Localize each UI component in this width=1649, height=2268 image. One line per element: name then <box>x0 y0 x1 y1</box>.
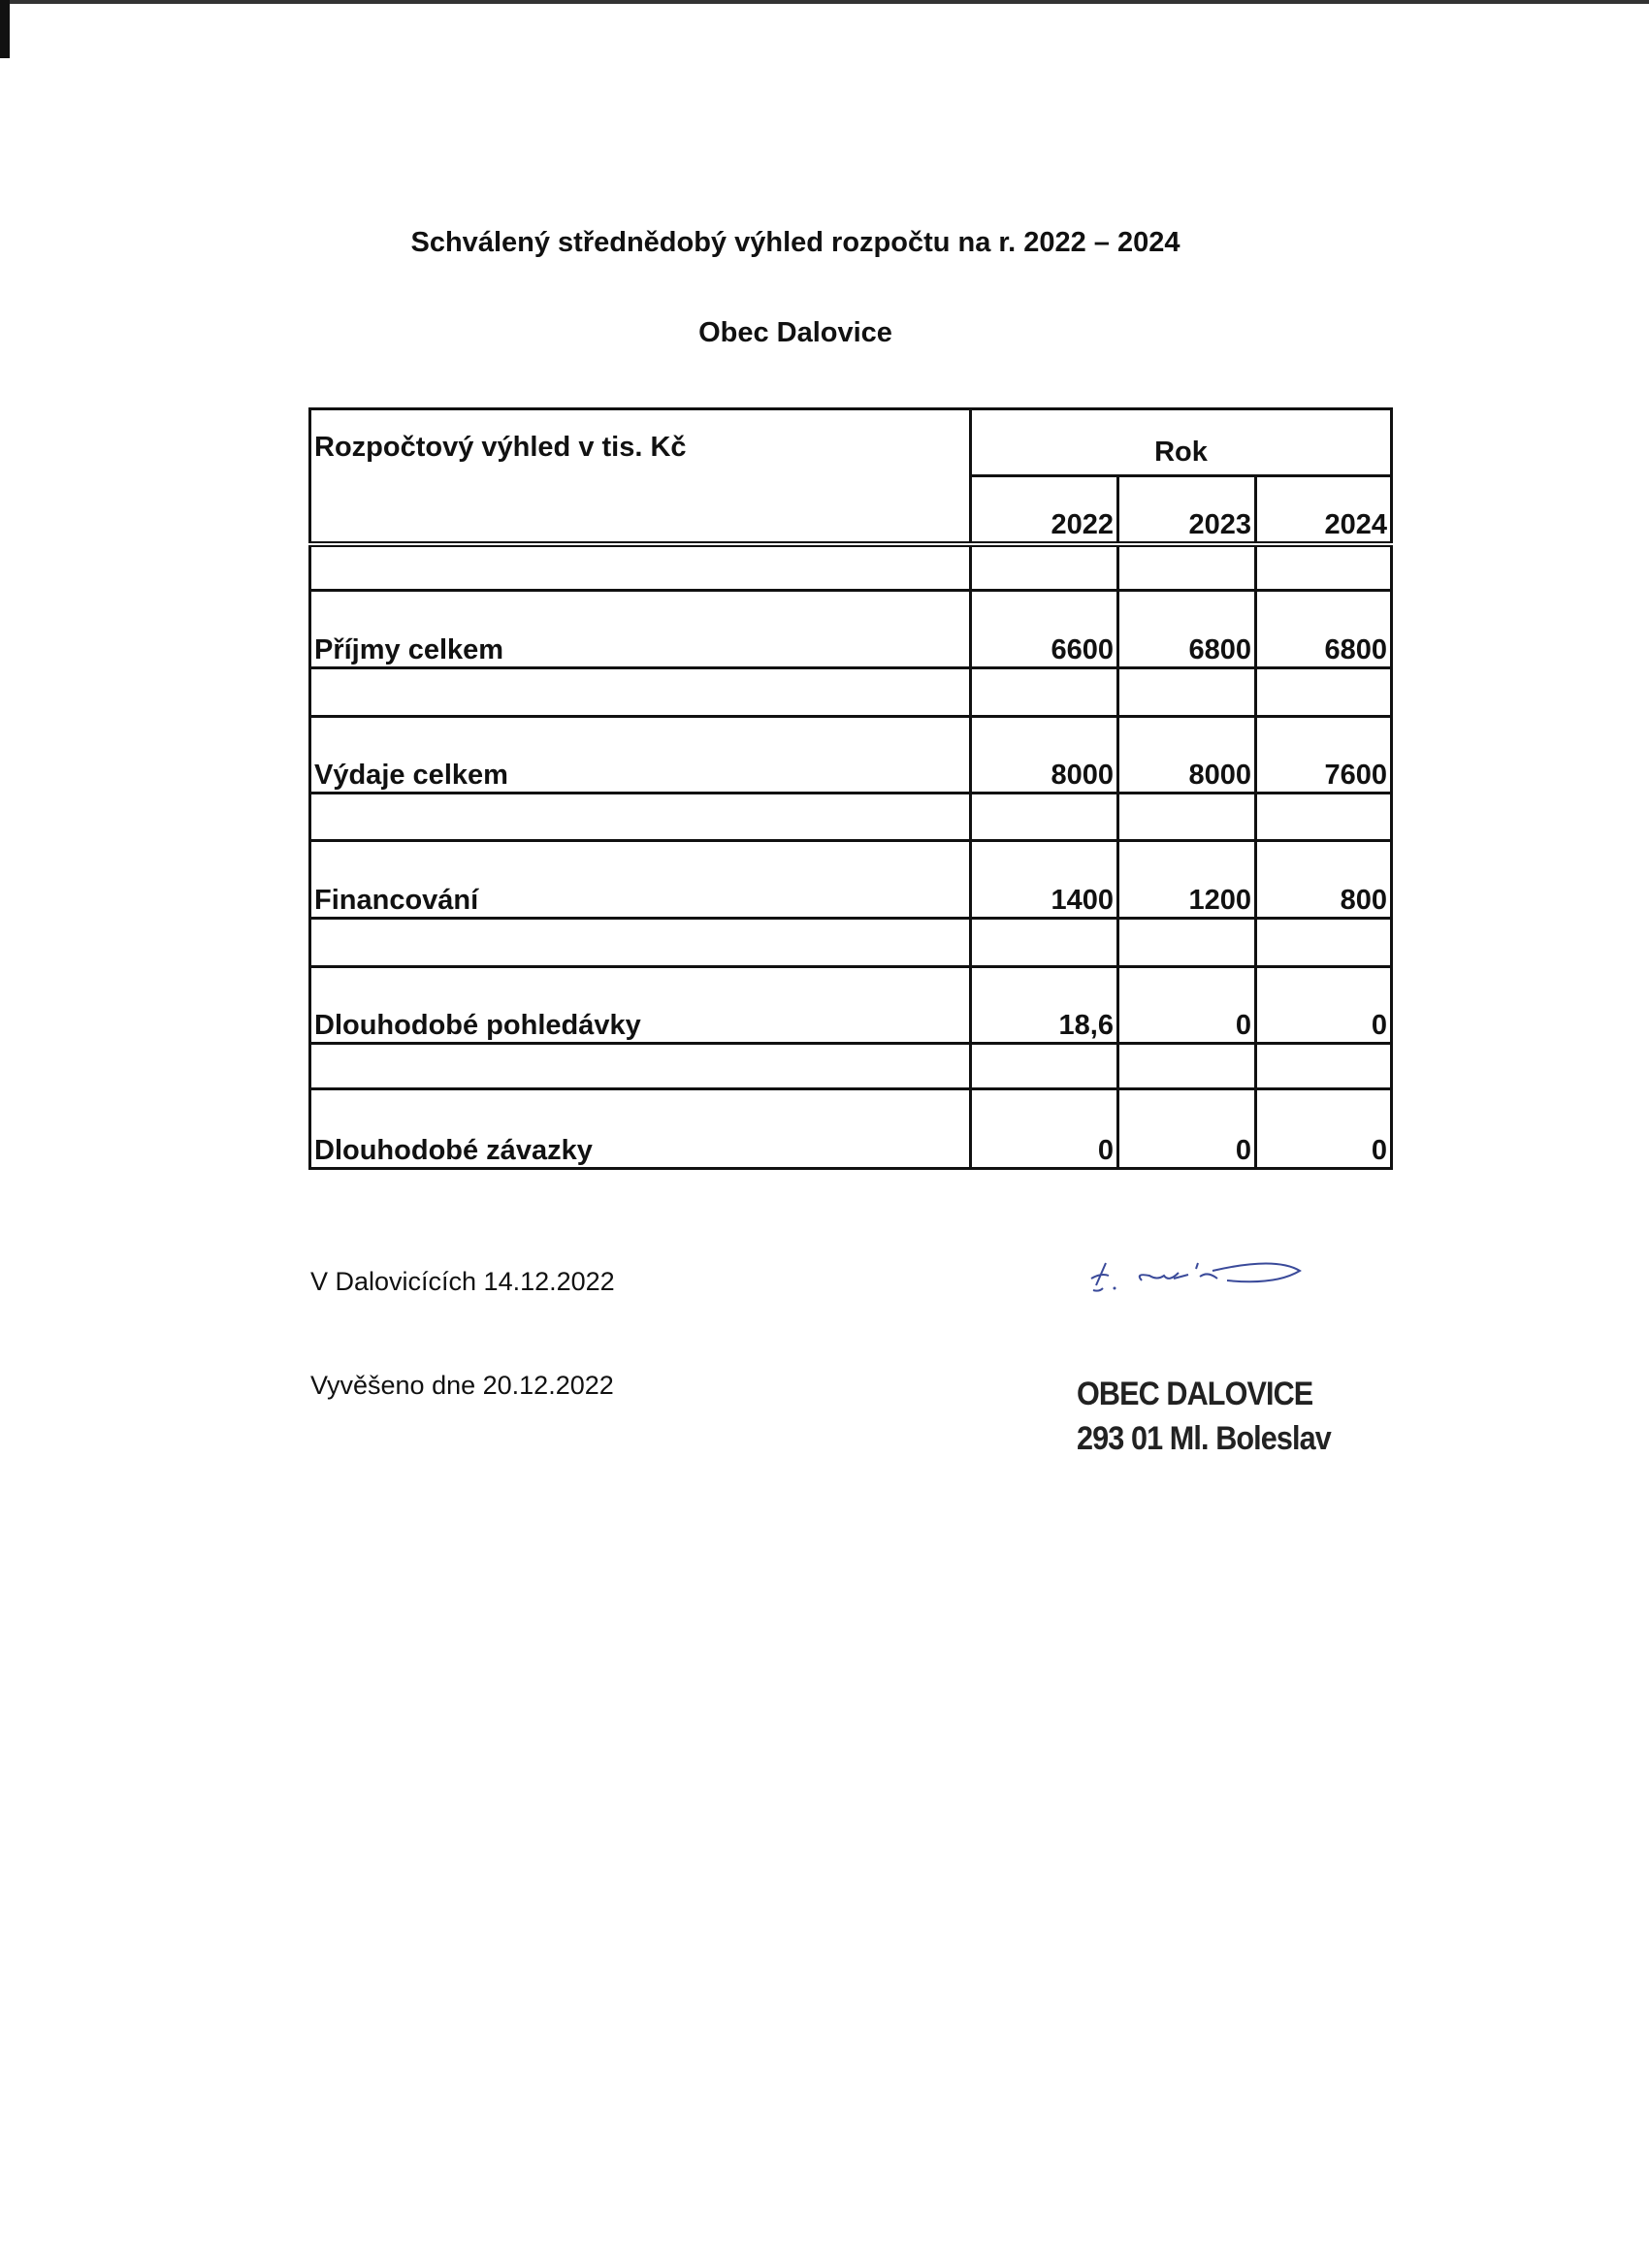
cell-value: 8000 <box>1116 715 1257 794</box>
stamp-line-1: OBEC DALOVICE <box>1077 1376 1313 1412</box>
cell-value: 0 <box>1116 1087 1257 1170</box>
table-row: Dlouhodobé závazky 0 0 0 <box>308 1087 1393 1170</box>
row-label: Výdaje celkem <box>308 715 972 794</box>
scan-edge <box>0 0 1649 4</box>
cell-value: 1400 <box>969 839 1119 920</box>
spacer-row <box>308 792 1393 842</box>
stamp-line-2: 293 01 Ml. Boleslav <box>1077 1420 1332 1457</box>
spacer-row <box>308 666 1393 718</box>
row-label: Dlouhodobé závazky <box>308 1087 972 1170</box>
municipality-name: Obec Dalovice <box>698 317 892 348</box>
scan-mark <box>0 0 10 58</box>
cell-value: 0 <box>1254 965 1393 1045</box>
document-title: Schválený střednědobý výhled rozpočtu na… <box>410 227 1180 258</box>
row-label: Financování <box>308 839 972 920</box>
cell-value: 6800 <box>1254 589 1393 669</box>
budget-outlook-table: Rozpočtový výhled v tis. Kč Rok 2022 202… <box>308 407 1393 1170</box>
year-header: 2024 <box>1254 474 1393 547</box>
cell-value: 1200 <box>1116 839 1257 920</box>
table-header-label: Rozpočtový výhled v tis. Kč <box>308 407 972 547</box>
table-row: Dlouhodobé pohledávky 18,6 0 0 <box>308 965 1393 1045</box>
cell-value: 6600 <box>969 589 1119 669</box>
cell-value: 18,6 <box>969 965 1119 1045</box>
spacer-row <box>308 917 1393 968</box>
row-label: Příjmy celkem <box>308 589 972 669</box>
year-group-header: Rok <box>969 407 1393 477</box>
cell-value: 0 <box>1116 965 1257 1045</box>
spacer-row <box>308 1042 1393 1090</box>
cell-value: 7600 <box>1254 715 1393 794</box>
cell-value: 8000 <box>969 715 1119 794</box>
year-header: 2023 <box>1116 474 1257 547</box>
row-label: Dlouhodobé pohledávky <box>308 965 972 1045</box>
table-row: Příjmy celkem 6600 6800 6800 <box>308 589 1393 669</box>
posted-date: Vyvěšeno dne 20.12.2022 <box>310 1371 614 1400</box>
place-date: V Dalovicících 14.12.2022 <box>310 1267 615 1296</box>
cell-value: 0 <box>1254 1087 1393 1170</box>
signature <box>1090 1262 1302 1292</box>
cell-value: 0 <box>969 1087 1119 1170</box>
year-header: 2022 <box>969 474 1119 547</box>
table-row: Výdaje celkem 8000 8000 7600 <box>308 715 1393 794</box>
table-row: Financování 1400 1200 800 <box>308 839 1393 920</box>
cell-value: 6800 <box>1116 589 1257 669</box>
spacer-row <box>308 542 1393 592</box>
cell-value: 800 <box>1254 839 1393 920</box>
